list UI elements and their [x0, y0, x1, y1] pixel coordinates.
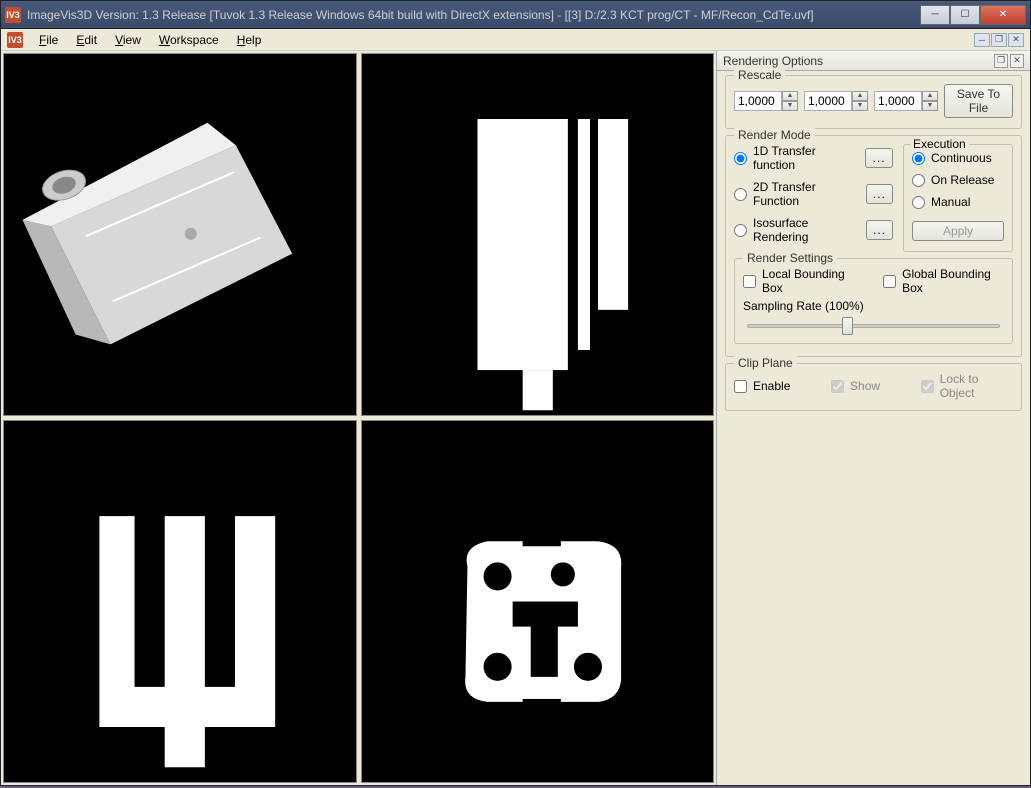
local-bb-checkbox[interactable]	[743, 275, 756, 288]
rescale-y-up[interactable]: ▲	[852, 91, 868, 101]
clip-show-checkbox	[831, 380, 844, 393]
rescale-z-spinner[interactable]: ▲▼	[874, 91, 938, 111]
render-mode-2d-settings-button[interactable]: ...	[866, 184, 893, 204]
execution-manual-radio[interactable]	[912, 196, 925, 209]
rescale-y-down[interactable]: ▼	[852, 101, 868, 111]
rescale-y-input[interactable]	[804, 91, 852, 111]
global-bb-checkbox[interactable]	[883, 275, 896, 288]
render-mode-2d-radio[interactable]	[734, 188, 747, 201]
execution-label: Execution	[910, 137, 969, 151]
viewport-slice-top-right[interactable]	[361, 53, 715, 416]
clip-show-label: Show	[850, 379, 880, 393]
rescale-group: Rescale ▲▼ ▲▼ ▲▼	[725, 75, 1022, 129]
render-mode-group: Render Mode 1D Transfer function ...	[725, 135, 1022, 357]
window-title: ImageVis3D Version: 1.3 Release [Tuvok 1…	[27, 8, 920, 22]
rescale-y-spinner[interactable]: ▲▼	[804, 91, 868, 111]
render-mode-label: Render Mode	[734, 128, 815, 142]
render-mode-iso-radio[interactable]	[734, 224, 747, 237]
clip-plane-group: Clip Plane Enable Show Lock to Object	[725, 363, 1022, 411]
maximize-button[interactable]: ☐	[950, 5, 980, 25]
execution-group: Execution Continuous On Release Manual A…	[903, 144, 1013, 252]
clip-lock-label: Lock to Object	[940, 372, 1013, 400]
rendering-options-panel: Rendering Options ❐ ✕ Rescale ▲▼ ▲▼	[716, 51, 1030, 785]
mdi-close-button[interactable]: ✕	[1008, 33, 1024, 47]
viewport-3d[interactable]	[3, 53, 357, 416]
sampling-rate-thumb[interactable]	[842, 317, 853, 335]
menu-view[interactable]: View	[107, 31, 149, 49]
execution-continuous-radio[interactable]	[912, 152, 925, 165]
menu-help[interactable]: Help	[229, 31, 270, 49]
execution-onrelease-radio[interactable]	[912, 174, 925, 187]
rescale-x-input[interactable]	[734, 91, 782, 111]
save-to-file-button[interactable]: Save To File	[944, 84, 1013, 118]
render-mode-1d-label: 1D Transfer function	[753, 144, 853, 172]
sampling-rate-slider[interactable]	[743, 315, 1004, 337]
panel-close-button[interactable]: ✕	[1010, 54, 1024, 68]
sampling-rate-label: Sampling Rate (100%)	[743, 299, 1004, 313]
render-mode-iso-settings-button[interactable]: ...	[866, 220, 893, 240]
clip-enable-checkbox[interactable]	[734, 380, 747, 393]
render-settings-label: Render Settings	[743, 251, 837, 265]
menu-file[interactable]: File	[31, 31, 66, 49]
rescale-x-down[interactable]: ▼	[782, 101, 798, 111]
menu-workspace[interactable]: Workspace	[151, 31, 227, 49]
menubar-app-icon: IV3	[7, 32, 23, 48]
execution-onrelease-label: On Release	[931, 173, 994, 187]
render-mode-2d-label: 2D Transfer Function	[753, 180, 854, 208]
global-bb-label: Global Bounding Box	[902, 267, 1004, 295]
minimize-button[interactable]: ─	[920, 5, 950, 25]
execution-manual-label: Manual	[931, 195, 970, 209]
clip-plane-label: Clip Plane	[734, 356, 797, 370]
rescale-z-down[interactable]: ▼	[922, 101, 938, 111]
viewport-slice-bottom-right[interactable]	[361, 420, 715, 783]
execution-continuous-label: Continuous	[931, 151, 992, 165]
clip-lock-checkbox	[921, 380, 934, 393]
close-button[interactable]: ✕	[980, 5, 1026, 25]
viewport-slice-bottom-left[interactable]	[3, 420, 357, 783]
render-mode-1d-settings-button[interactable]: ...	[865, 148, 893, 168]
rescale-label: Rescale	[734, 68, 785, 82]
local-bb-label: Local Bounding Box	[762, 267, 858, 295]
viewport-grid	[1, 51, 716, 785]
mdi-restore-button[interactable]: ❐	[991, 33, 1007, 47]
render-settings-group: Render Settings Local Bounding Box Globa…	[734, 258, 1013, 344]
rescale-x-spinner[interactable]: ▲▼	[734, 91, 798, 111]
render-mode-1d-radio[interactable]	[734, 152, 747, 165]
clip-enable-label: Enable	[753, 379, 790, 393]
menu-edit[interactable]: Edit	[68, 31, 105, 49]
panel-title: Rendering Options	[723, 54, 992, 68]
app-icon: IV3	[5, 7, 21, 23]
rescale-z-up[interactable]: ▲	[922, 91, 938, 101]
window-titlebar: IV3 ImageVis3D Version: 1.3 Release [Tuv…	[0, 0, 1031, 28]
mdi-minimize-button[interactable]: ─	[974, 33, 990, 47]
rescale-x-up[interactable]: ▲	[782, 91, 798, 101]
rescale-z-input[interactable]	[874, 91, 922, 111]
panel-undock-button[interactable]: ❐	[994, 54, 1008, 68]
execution-apply-button[interactable]: Apply	[912, 221, 1004, 241]
render-mode-iso-label: Isosurface Rendering	[753, 216, 854, 244]
menubar: IV3 File Edit View Workspace Help ─ ❐ ✕	[1, 29, 1030, 51]
